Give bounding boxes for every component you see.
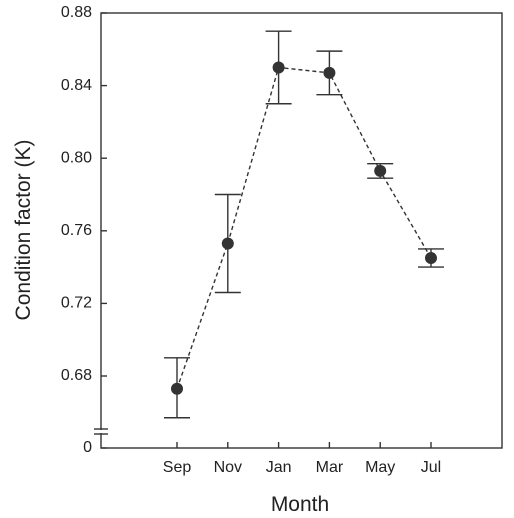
y-axis-title: Condition factor (K): [12, 140, 35, 321]
data-point: [171, 382, 183, 395]
data-point: [425, 252, 437, 265]
x-tick-label: Jul: [421, 459, 441, 476]
x-tick-label: Jan: [266, 459, 292, 476]
y-tick-label: 0.72: [61, 295, 92, 312]
data-point: [323, 66, 336, 79]
x-tick-label: May: [365, 459, 395, 476]
y-tick-label: 0.88: [61, 4, 92, 21]
y-axis-ticks: 0.68 0.72 0.76 0.80 0.84 0.88: [61, 4, 107, 384]
x-axis-ticks: Sep Nov Jan Mar May Jul: [163, 442, 441, 476]
y-tick-label: 0.68: [61, 367, 92, 384]
series-line: [176, 66, 432, 389]
plot-area-border: [100, 12, 503, 449]
y-axis-break: 0: [83, 428, 108, 456]
x-axis-title: Month: [271, 493, 329, 516]
series-group: [164, 30, 444, 419]
y-tick-label: 0.84: [61, 77, 92, 94]
y-tick-label: 0.80: [61, 149, 92, 166]
x-tick-label: Sep: [163, 459, 192, 476]
data-point: [374, 164, 387, 177]
plot-frame: [100, 12, 503, 449]
y-tick-label-zero: 0: [83, 439, 92, 456]
x-tick-label: Nov: [214, 459, 242, 476]
y-tick-label: 0.76: [61, 222, 92, 239]
axis-break-gap: [99, 430, 103, 433]
data-point: [221, 237, 234, 250]
data-point: [272, 61, 285, 74]
x-tick-label: Mar: [316, 459, 344, 476]
